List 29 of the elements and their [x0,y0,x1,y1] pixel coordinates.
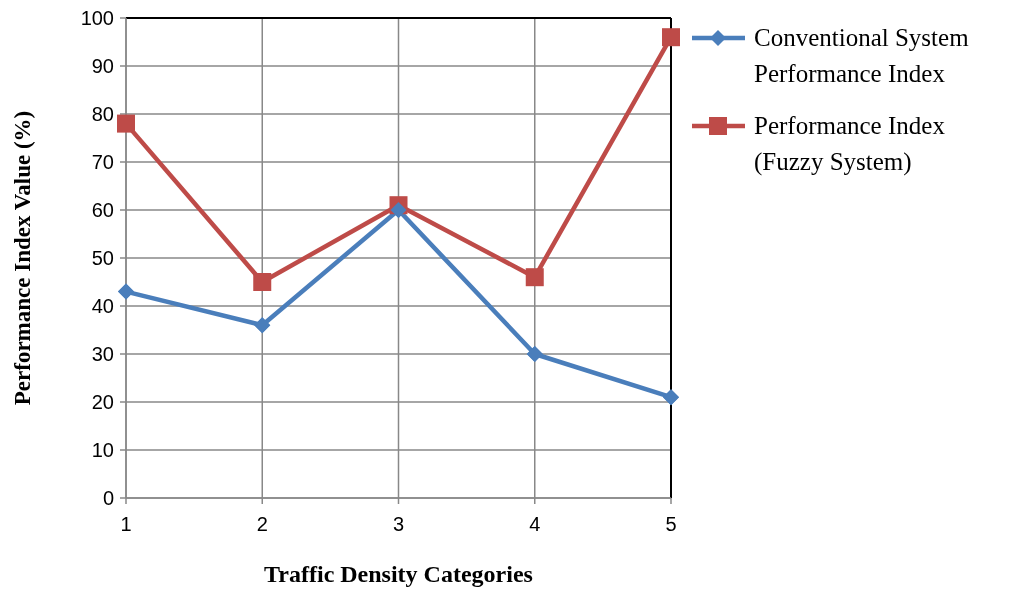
point [662,28,680,47]
point [118,283,134,300]
y-tick-label: 30 [91,343,114,365]
y-tick-label: 50 [91,247,114,269]
x-tick-label: 1 [120,513,132,535]
x-tick-label: 2 [256,513,268,535]
point [525,268,544,287]
y-tick-label: 100 [80,7,114,29]
y-tick-label: 60 [91,199,114,221]
x-tick-label: 4 [529,513,541,535]
legend-label: Conventional System Performance Index [754,24,970,87]
x-tick-label: 3 [392,513,405,535]
point [390,202,407,218]
point [254,317,271,334]
x-tick-label: 5 [665,513,677,535]
y-axis-title: Performance Index Value (%) [10,110,35,406]
y-tick-label: 10 [91,439,114,461]
point [663,389,679,406]
point [253,273,272,291]
legend-label: Performance Index (Fuzzy System) [754,112,946,176]
point [117,114,135,133]
y-tick-label: 0 [102,487,114,509]
y-tick-label: 90 [91,55,114,77]
x-axis-title: Traffic Density Categories [264,561,533,587]
y-tick-label: 40 [91,295,114,317]
y-tick-label: 20 [91,391,114,413]
y-tick-label: 70 [91,151,114,173]
point [526,346,543,362]
y-tick-label: 80 [91,103,114,125]
